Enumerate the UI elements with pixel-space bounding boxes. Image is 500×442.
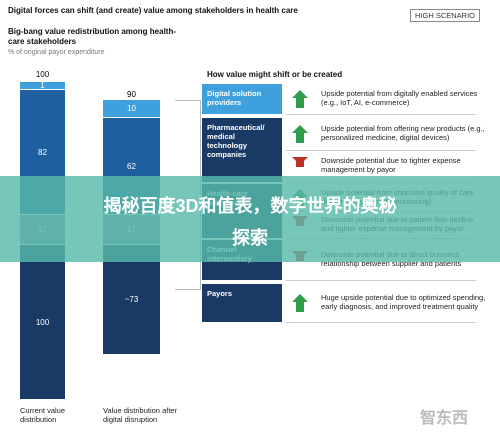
stakeholder-box: Digital solution providers [202, 84, 282, 114]
item-text: Upside potential from offering new produ… [321, 124, 485, 142]
bar-total: 90 [127, 90, 136, 99]
item-divider [286, 150, 476, 151]
note: % of original payor expenditure [8, 49, 105, 56]
arrow-stem [296, 133, 304, 143]
arrow-stem [296, 98, 304, 108]
bar-segment: 10 [103, 100, 160, 118]
arrow-stem [296, 157, 304, 167]
item-divider [286, 322, 476, 323]
arrow-stem [296, 302, 304, 312]
item-text: Upside potential from digitally enabled … [321, 89, 478, 107]
shifts-title: How value might shift or be created [207, 70, 343, 79]
stakeholder-box: Pharmaceutical/ medical technology compa… [202, 118, 282, 182]
item-text: Downside potential due to tighter expens… [321, 156, 461, 174]
item-divider [286, 114, 476, 115]
title: Digital forces can shift (and create) va… [8, 6, 298, 15]
scenario: HIGH SCENARIO [410, 9, 481, 22]
item-text: Huge upside potential due to optimized s… [321, 293, 486, 311]
bar-total: 100 [35, 70, 50, 79]
bar-segment: ~73 [103, 245, 160, 355]
arrow [292, 294, 308, 302]
arrow [292, 90, 308, 98]
banner-line: 探索 [232, 228, 268, 248]
bar-label: Value distribution after digital disrupt… [103, 406, 178, 424]
arrow [292, 125, 308, 133]
item-divider [286, 280, 476, 281]
bar-label: Current value distribution [20, 406, 66, 424]
watermark: 智东西 [420, 410, 469, 427]
bar-segment: 100 [20, 245, 65, 400]
subtitle: Big-bang value redistribution among heal… [8, 27, 177, 46]
bar-segment: 1 [20, 81, 65, 90]
banner: 揭秘百度3D和值表，数字世界的奥秘 探索 [0, 176, 500, 262]
banner-line: 揭秘百度3D和值表，数字世界的奥秘 [103, 196, 397, 216]
stakeholder-box: Payors [202, 284, 282, 322]
